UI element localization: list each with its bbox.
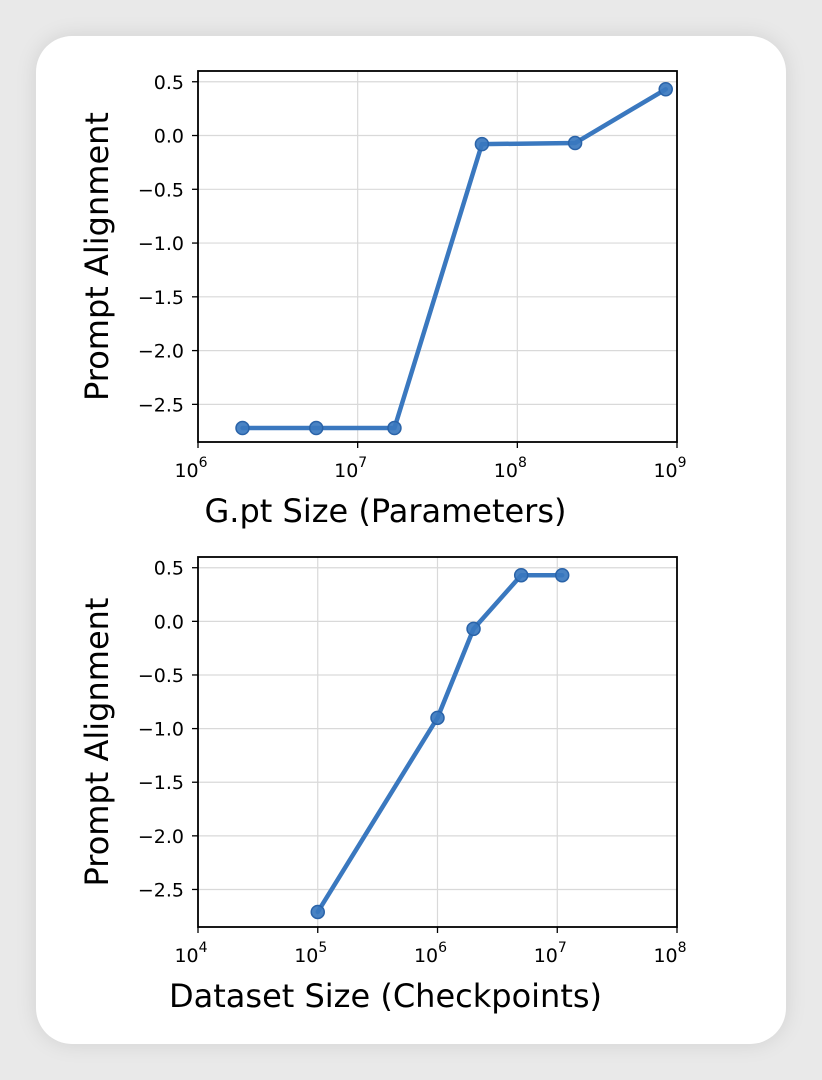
x-tick-base: 10: [653, 945, 677, 967]
data-point: [554, 567, 570, 583]
y-tick-label: −2.5: [138, 879, 184, 901]
x-tick-label: 108: [653, 940, 686, 967]
y-tick-label: −1.0: [138, 719, 184, 741]
x-axis: 106 107 108 109: [174, 442, 687, 482]
y-axis-label: Prompt Alignment: [78, 112, 116, 401]
x-tick-base: 10: [494, 460, 518, 482]
x-axis-label: G.pt Size (Parameters): [205, 492, 567, 530]
x-axis-label: Dataset Size (Checkpoints): [169, 977, 602, 1015]
y-tick-label: 0.0: [154, 611, 184, 633]
x-tick-base: 10: [294, 945, 318, 967]
x-tick-exponent: 7: [558, 940, 567, 956]
data-point: [474, 136, 490, 152]
chart-dataset-size: 104 105 106 107 1080.50.0−0.5−1.0−1.5−2.0−2.…: [78, 556, 687, 1015]
x-tick-label: 106: [174, 455, 207, 482]
y-tick-label: −1.5: [138, 772, 184, 794]
x-tick-base: 10: [534, 945, 558, 967]
y-tick-label: 0.5: [154, 72, 184, 94]
x-tick-label: 107: [334, 455, 367, 482]
x-tick-exponent: 5: [318, 940, 327, 956]
x-tick-label: 109: [653, 455, 686, 482]
data-point: [387, 420, 402, 436]
y-axis: 0.5 0.0 −0.5 −1.0 −1.5 −2.0 −2.5: [138, 72, 198, 416]
x-tick-base: 10: [653, 460, 677, 482]
y-tick-label: −1.0: [138, 233, 184, 255]
y-tick-label: 0.5: [154, 558, 184, 580]
x-tick-exponent: 9: [678, 455, 687, 471]
y-tick-label: −2.0: [138, 826, 184, 848]
data-point: [567, 135, 583, 151]
x-axis: 104 105 106 107 108: [174, 927, 687, 967]
series-line: [315, 572, 565, 915]
x-tick-label: 108: [494, 455, 527, 482]
y-tick-label: −1.5: [138, 287, 184, 309]
y-axis: 0.5 0.0 −0.5 −1.0 −1.5 −2.0 −2.5: [138, 558, 198, 901]
x-tick-exponent: 6: [199, 455, 208, 471]
x-tick-label: 104: [174, 940, 207, 967]
grid-lines: [198, 557, 677, 927]
x-tick-base: 10: [174, 945, 198, 967]
data-point: [310, 904, 325, 920]
x-tick-exponent: 8: [678, 940, 687, 956]
y-axis-label: Prompt Alignment: [78, 598, 116, 887]
x-tick-label: 105: [294, 940, 327, 967]
x-tick-base: 10: [414, 945, 438, 967]
series-line: [240, 87, 668, 431]
x-tick-label: 106: [414, 940, 447, 967]
figure-card: [36, 36, 786, 1044]
data-point: [513, 567, 529, 583]
grid-lines: [198, 71, 677, 442]
data-point: [658, 82, 673, 97]
y-tick-label: 0.0: [154, 126, 184, 148]
y-tick-label: −2.0: [138, 341, 184, 363]
x-tick-exponent: 8: [518, 455, 527, 471]
data-point: [308, 420, 324, 436]
y-tick-label: −0.5: [138, 179, 184, 201]
plot-frame: [197, 556, 678, 928]
data-point: [235, 420, 250, 436]
x-tick-base: 10: [174, 460, 198, 482]
x-tick-exponent: 6: [438, 940, 447, 956]
chart-model-size: 106 107 108 1090.50.0−0.5−1.0−1.5−2.0−2.5G.…: [78, 70, 687, 530]
x-tick-exponent: 4: [199, 940, 208, 956]
y-tick-label: −2.5: [138, 394, 184, 416]
x-tick-exponent: 7: [358, 455, 367, 471]
x-tick-base: 10: [334, 460, 358, 482]
x-tick-label: 107: [534, 940, 567, 967]
data-point: [430, 710, 445, 726]
y-tick-label: −0.5: [138, 665, 184, 687]
plot-frame: [197, 70, 678, 443]
data-point: [466, 621, 481, 637]
